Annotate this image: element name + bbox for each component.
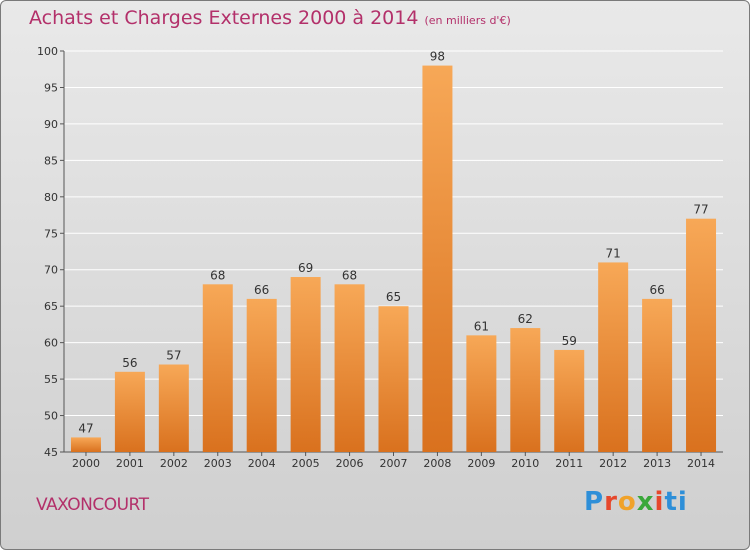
y-tick-label: 55 (44, 373, 58, 386)
x-tick-label: 2004 (248, 457, 276, 470)
place-name: VAXONCOURT (36, 495, 149, 515)
y-tick-label: 95 (44, 81, 58, 94)
data-label: 61 (474, 319, 489, 333)
x-tick-label: 2013 (643, 457, 671, 470)
x-tick-label: 2010 (511, 457, 539, 470)
data-label: 68 (342, 268, 357, 282)
y-tick-label: 60 (44, 337, 58, 350)
x-tick-label: 2000 (72, 457, 100, 470)
y-tick-label: 45 (44, 446, 58, 459)
y-tick-label: 70 (44, 264, 58, 277)
y-tick-label: 50 (44, 410, 58, 423)
data-label: 68 (210, 268, 225, 282)
x-tick-label: 2008 (423, 457, 451, 470)
bar (202, 284, 233, 452)
x-tick-label: 2007 (380, 457, 408, 470)
y-tick-label: 90 (44, 118, 58, 131)
bar (510, 328, 541, 452)
bar (422, 65, 453, 452)
bar (158, 364, 189, 452)
data-label: 98 (430, 50, 445, 64)
bar (642, 298, 673, 452)
chart-title-text: Achats et Charges Externes 2000 à 2014 (29, 7, 419, 29)
x-tick-label: 2006 (336, 457, 364, 470)
bar (290, 277, 321, 452)
x-tick-label: 2012 (599, 457, 627, 470)
data-label: 59 (562, 334, 577, 348)
data-label: 69 (298, 261, 313, 275)
data-label: 65 (386, 290, 401, 304)
bar (378, 306, 409, 452)
bar (70, 437, 101, 452)
y-tick-label: 100 (37, 45, 58, 58)
y-tick-label: 65 (44, 300, 58, 313)
x-tick-label: 2014 (687, 457, 715, 470)
data-label: 62 (518, 312, 533, 326)
chart-unit-text: (en milliers d'€) (424, 14, 511, 27)
x-tick-label: 2003 (204, 457, 232, 470)
bar (686, 218, 717, 452)
bar (334, 284, 365, 452)
data-label: 66 (254, 283, 269, 297)
data-label: 47 (78, 421, 93, 435)
x-tick-label: 2001 (116, 457, 144, 470)
x-tick-label: 2005 (292, 457, 320, 470)
data-label: 66 (649, 283, 664, 297)
bar (598, 262, 629, 452)
data-label: 71 (606, 246, 621, 260)
chart-title: Achats et Charges Externes 2000 à 2014 (e… (29, 7, 511, 29)
x-tick-label: 2011 (555, 457, 583, 470)
proxiti-logo: Proxiti (584, 487, 688, 517)
x-tick-label: 2002 (160, 457, 188, 470)
y-tick-label: 85 (44, 154, 58, 167)
data-label: 77 (693, 203, 708, 217)
data-label: 57 (166, 349, 181, 363)
x-tick-label: 2009 (467, 457, 495, 470)
y-tick-label: 75 (44, 227, 58, 240)
bar (466, 335, 497, 452)
y-tick-label: 80 (44, 191, 58, 204)
data-label: 56 (122, 356, 137, 370)
bar (114, 371, 145, 452)
bar (246, 298, 277, 452)
bar (554, 349, 585, 452)
